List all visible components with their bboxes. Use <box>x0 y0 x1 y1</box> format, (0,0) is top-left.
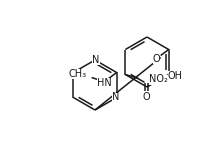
Text: HN: HN <box>97 79 112 89</box>
Text: CH₃: CH₃ <box>69 69 87 80</box>
Text: OH: OH <box>168 71 183 81</box>
Text: O: O <box>143 93 150 103</box>
Text: O: O <box>153 54 160 64</box>
Text: N: N <box>92 55 100 65</box>
Text: N: N <box>112 93 119 103</box>
Text: NO₂: NO₂ <box>149 75 168 85</box>
